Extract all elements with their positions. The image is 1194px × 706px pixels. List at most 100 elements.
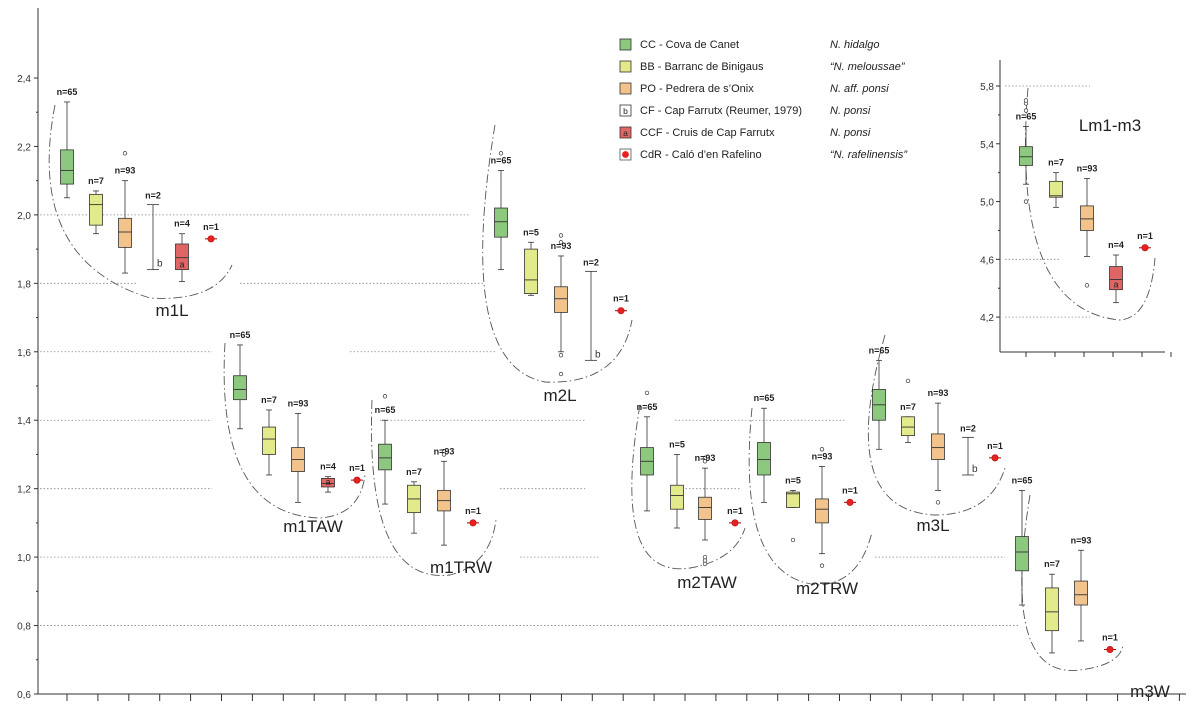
legend-taxon: N. ponsi	[830, 105, 871, 117]
legend-letter: b	[623, 106, 628, 116]
n-label: n=93	[928, 388, 949, 398]
y-tick-label: 2,2	[17, 142, 31, 153]
legend-swatch	[619, 82, 632, 95]
legend-item: b CF - Cap Farrutx (Reumer, 1979) N. ponsi	[619, 104, 871, 117]
group-outline	[482, 124, 633, 383]
outlier	[905, 378, 911, 384]
group-m1l: n=65 n=7 n=93 b n=2 a n=4 n=1	[57, 87, 219, 283]
n-label: n=1	[1102, 633, 1118, 643]
n-label: n=93	[1077, 163, 1098, 173]
legend-item: CC - Cova de Canet N. hidalgo	[619, 38, 880, 51]
point-marker	[469, 519, 477, 527]
y-tick-label: 1,8	[17, 279, 31, 290]
box-cc: n=65	[230, 330, 250, 430]
n-label: n=93	[812, 451, 833, 461]
outlier	[441, 448, 447, 454]
box-rect	[89, 193, 103, 226]
box-rect	[1080, 205, 1094, 231]
box-bb: n=5	[669, 439, 685, 529]
box-cdr: n=1	[1102, 633, 1118, 654]
box-cf: b n=2	[145, 191, 163, 271]
n-label: n=1	[465, 506, 481, 516]
box-rect	[378, 443, 392, 471]
n-label: n=7	[1048, 158, 1064, 168]
n-label: n=1	[203, 222, 219, 232]
outlier	[1023, 199, 1029, 204]
legend-site: PO - Pedrera de s’Onix	[640, 83, 754, 95]
box-rect	[60, 149, 74, 185]
box-cc: n=65	[869, 345, 889, 450]
n-label: n=7	[1044, 559, 1060, 569]
box-rect	[1074, 580, 1088, 606]
group-m2trw: n=65 n=5 n=93 n=1	[754, 393, 858, 568]
legend-dot	[622, 151, 629, 158]
n-label: n=7	[900, 402, 916, 412]
legend-site: CC - Cova de Canet	[640, 39, 739, 51]
n-label: n=93	[551, 241, 572, 251]
group-label: m3W	[1130, 682, 1170, 701]
box-rect	[1049, 180, 1063, 198]
n-label: n=5	[785, 475, 801, 485]
y-tick-label: 0,6	[17, 690, 31, 701]
box-cdr: n=1	[727, 506, 743, 527]
box-rect	[262, 426, 276, 455]
outlier	[790, 537, 796, 543]
n-label: n=1	[987, 441, 1003, 451]
outlier	[558, 240, 564, 245]
box-cc: n=65	[1016, 98, 1037, 204]
legend-taxon: “N. meloussae”	[830, 61, 906, 73]
outlier	[122, 151, 128, 156]
group-m2l: n=65 n=5 n=93 b n=2 n=1	[491, 151, 629, 377]
outlier	[382, 394, 388, 399]
group-outline	[1021, 494, 1124, 671]
n-label: n=93	[115, 166, 136, 176]
n-label: n=7	[261, 395, 277, 405]
outlier	[1084, 283, 1090, 288]
legend-site: BB - Barranc de Binigaus	[640, 61, 764, 73]
box-rect	[757, 442, 771, 476]
box-po: n=93	[1077, 163, 1098, 288]
box-cc: n=65	[57, 87, 77, 199]
group-outline	[48, 104, 233, 299]
box-bb: n=7	[261, 395, 277, 476]
inset-title: Lm1-m3	[1079, 116, 1141, 135]
box-series: n=65 n=7 n=93 b n=2 a n=4 n=1 n=65 n=7 n=93 a n=4 n=1…	[57, 87, 1118, 654]
n-label: n=65	[1016, 111, 1037, 121]
legend-item: PO - Pedrera de s’Onix N. aff. ponsi	[619, 82, 889, 95]
n-label: n=93	[695, 453, 716, 463]
legend-swatch	[619, 104, 632, 117]
inset-y-tick-label: 5,8	[980, 82, 994, 93]
box-rect	[554, 286, 568, 313]
n-label: n=5	[669, 439, 685, 449]
group-m3l: n=65 n=7 n=93 b n=2 n=1	[869, 345, 1003, 505]
point-marker	[1141, 244, 1149, 252]
n-label: n=65	[754, 393, 775, 403]
box-cdr: n=1	[987, 441, 1003, 462]
box-bb: n=7	[406, 467, 422, 534]
outlier	[1023, 98, 1029, 103]
group-labels: m1L m1TAW m1TRW m2L m2TAW m2TRW m3L m3W	[155, 301, 1169, 701]
n-label: n=93	[1071, 535, 1092, 545]
n-label: n=2	[583, 257, 599, 267]
group-label: m2TRW	[796, 579, 858, 598]
box-cc: n=65	[491, 151, 511, 271]
box-bb: n=7	[900, 378, 916, 443]
box-rect	[931, 433, 945, 460]
outlier	[644, 390, 650, 395]
group-outline	[748, 407, 873, 586]
n-label: n=4	[320, 462, 336, 472]
y-tick-label: 0,8	[17, 622, 31, 633]
n-label: n=93	[288, 398, 309, 408]
legend-taxon: “N. rafelinensis”	[830, 149, 908, 161]
outlier	[1023, 108, 1029, 113]
n-label: n=2	[960, 423, 976, 433]
outlier	[702, 554, 708, 560]
y-tick-label: 2,4	[17, 74, 31, 85]
point-marker	[1106, 646, 1114, 654]
box-cc: n=65	[375, 394, 395, 505]
group-outline	[371, 399, 497, 576]
legend-item: a CCF - Cruis de Cap Farrutx N. ponsi	[619, 126, 871, 139]
site-letter: b	[595, 349, 601, 360]
n-label: n=4	[174, 219, 190, 229]
